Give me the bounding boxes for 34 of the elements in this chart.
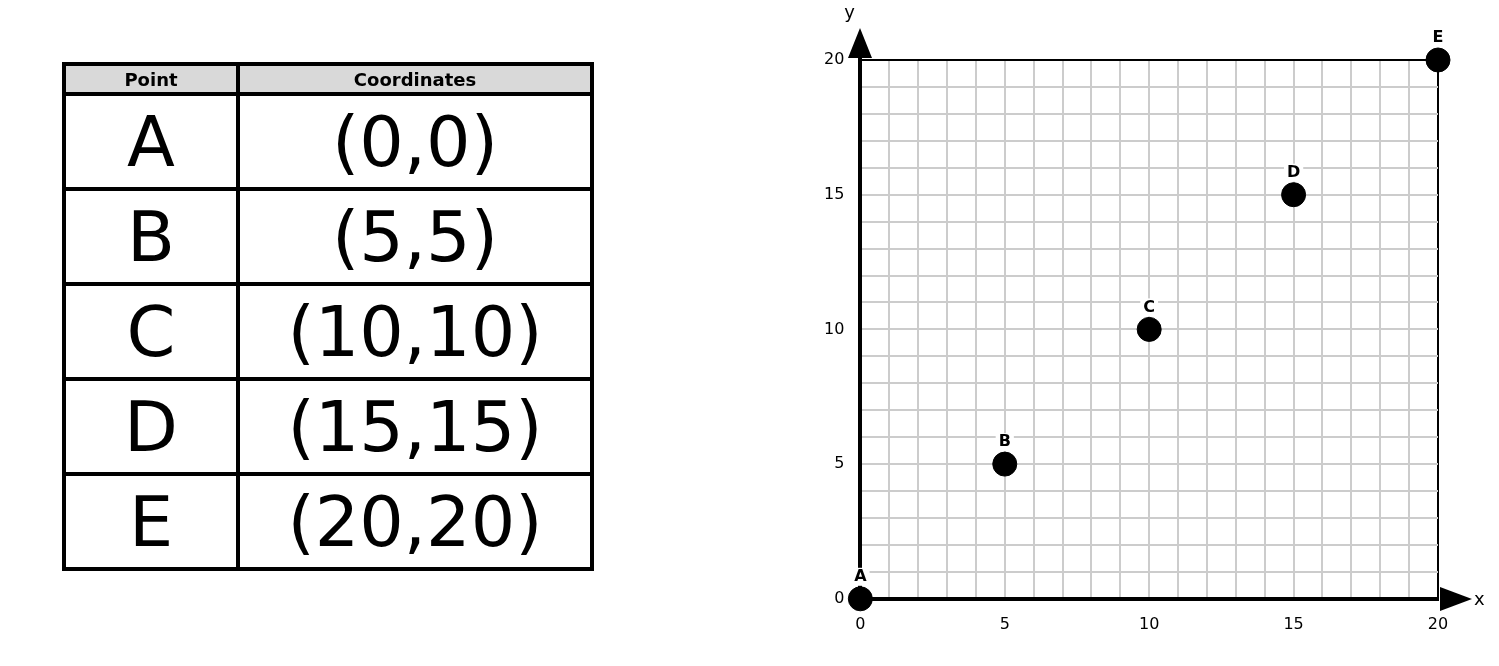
y-axis-title: y <box>844 1 856 22</box>
text: Coordinates <box>238 64 592 94</box>
point <box>992 451 1018 477</box>
y-tick-label: 15 <box>824 183 845 203</box>
text: (5,5) <box>238 189 592 284</box>
text: A <box>64 94 238 189</box>
text: (15,15) <box>238 379 592 474</box>
x-tick-label: 5 <box>999 613 1010 633</box>
annotation: A <box>854 565 868 585</box>
annotation: D <box>1286 161 1301 181</box>
text: E <box>64 474 238 569</box>
text: (0,0) <box>238 94 592 189</box>
y-tick-label: 5 <box>834 453 845 473</box>
y-tick-label: 20 <box>824 49 845 69</box>
x-tick-label: 15 <box>1283 613 1304 633</box>
text: B <box>64 189 238 284</box>
point <box>847 586 873 612</box>
point <box>1136 316 1162 342</box>
text: (20,20) <box>238 474 592 569</box>
annotation: C <box>1143 296 1156 316</box>
point <box>1281 182 1307 208</box>
text: D <box>64 379 238 474</box>
annotation: E <box>1432 27 1444 47</box>
x-tick-label: 20 <box>1427 613 1449 633</box>
x-axis-title: x <box>1474 587 1485 609</box>
text: C <box>64 284 238 379</box>
y-tick-label: 10 <box>824 318 845 338</box>
text: (10,10) <box>238 284 592 379</box>
y-tick-label: 0 <box>834 587 845 607</box>
text: Point <box>64 64 238 94</box>
point <box>1425 47 1451 73</box>
x-tick-label: 10 <box>1139 613 1160 633</box>
x-tick-label: 0 <box>855 613 866 633</box>
annotation: B <box>998 431 1011 451</box>
